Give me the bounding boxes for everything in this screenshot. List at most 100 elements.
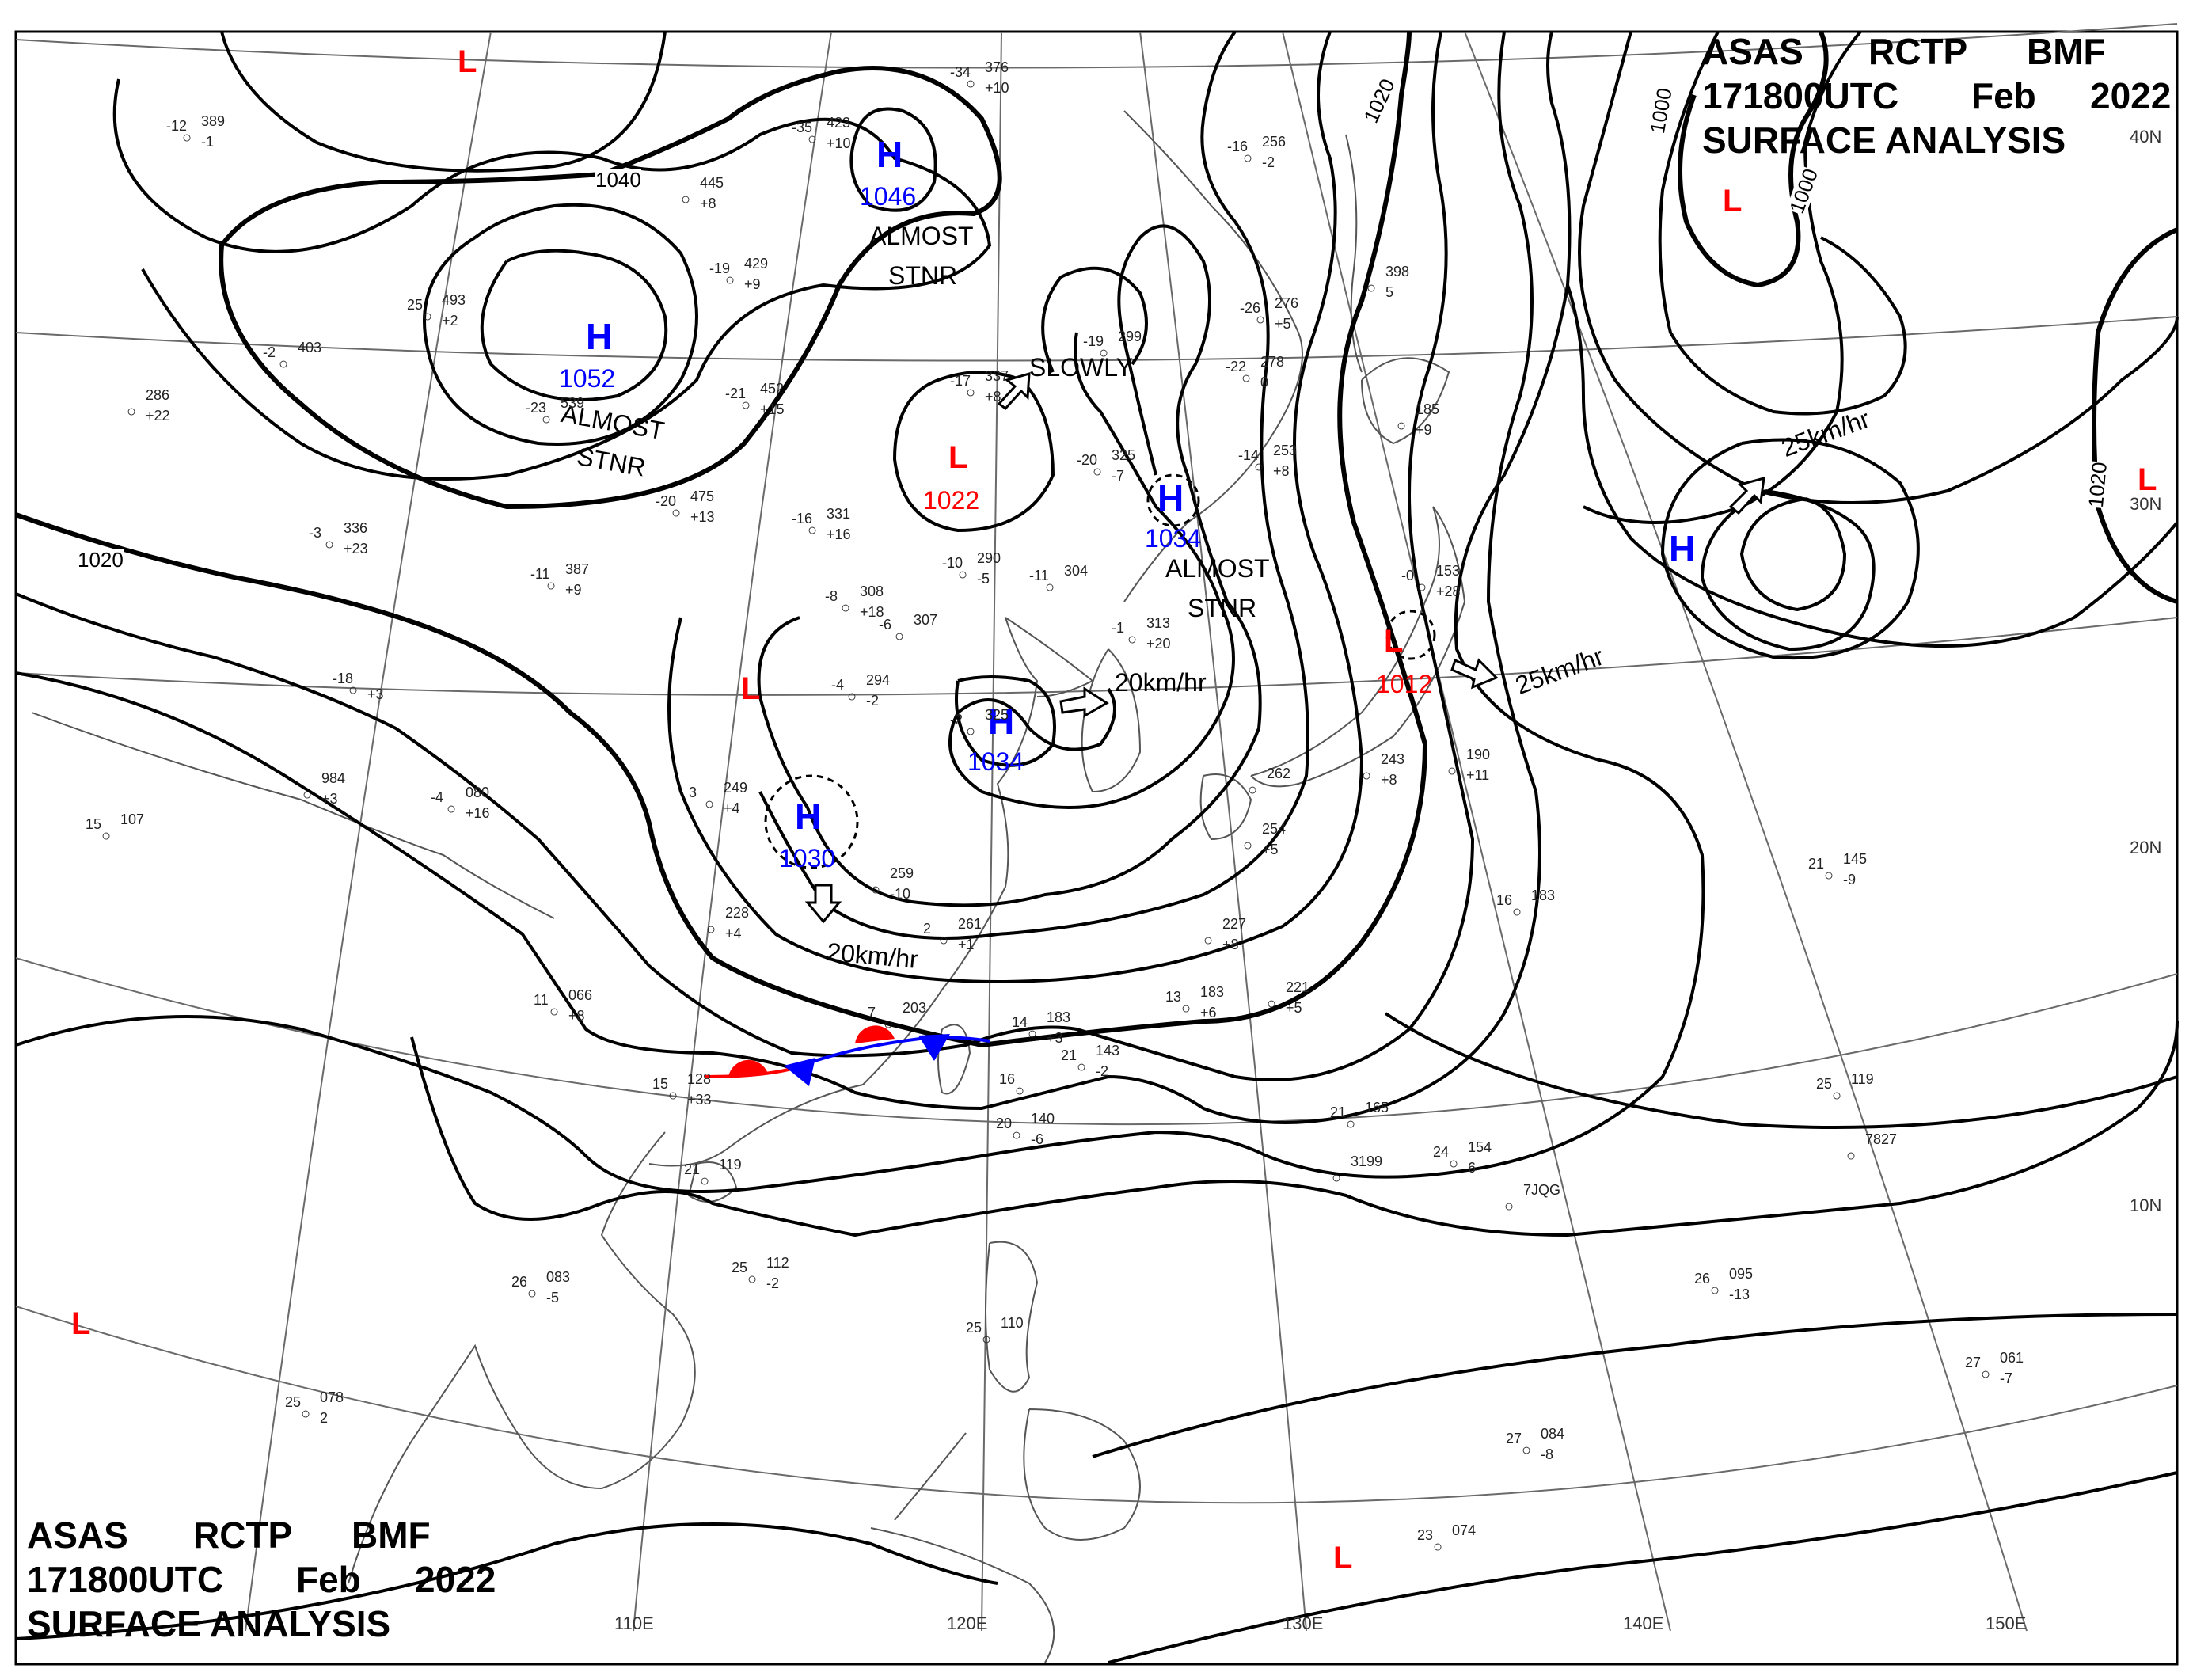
station-pressure: 337 [985, 368, 1009, 384]
station-pressure: 331 [827, 506, 851, 522]
isobar [1658, 31, 1907, 416]
station-circle-icon: ○ [671, 504, 682, 522]
station-pressure: 078 [320, 1389, 344, 1405]
station-circle-icon: ○ [1449, 1155, 1459, 1173]
station-tendency: +5 [1286, 1000, 1302, 1016]
station-circle-icon: ○ [1332, 1169, 1342, 1187]
high-pressure-symbol: H [988, 701, 1015, 742]
station-circle-icon: ○ [1243, 837, 1253, 854]
isobar [667, 31, 1364, 984]
station-tendency: -2 [866, 693, 880, 709]
cold-front-symbol [918, 1034, 950, 1061]
station-temperature: -6 [879, 617, 892, 633]
station-temperature: -16 [1227, 139, 1249, 154]
station-temperature: 21 [1808, 856, 1825, 872]
header-time: 171800UTC [1702, 75, 1899, 116]
station-circle-icon: ○ [700, 1173, 710, 1190]
station-temperature: 25 [1816, 1076, 1833, 1092]
station-tendency: +4 [725, 926, 742, 941]
station-circle-icon: ○ [939, 932, 949, 949]
station-temperature: 25 [285, 1394, 302, 1410]
parallel-40n [15, 23, 2178, 69]
isobar [15, 31, 1705, 1193]
taiwan [937, 1024, 971, 1095]
station-pressure: 249 [724, 780, 748, 796]
movement-annotation: ALMOST [1165, 554, 1270, 583]
low-pressure-symbol: L [741, 671, 761, 706]
isobar [1092, 1313, 2178, 1458]
station-temperature: 27 [1965, 1355, 1982, 1370]
station-tendency: +8 [700, 196, 716, 211]
pressure-value: 1046 [860, 182, 917, 211]
station-circle-icon: ○ [871, 881, 881, 899]
header-line-1: ASAS RCTP BMF [1702, 33, 2171, 78]
pressure-value: 1030 [779, 844, 836, 872]
station-circle-icon: ○ [1397, 417, 1407, 435]
header-code: BMF [2027, 31, 2106, 72]
station-pressure: 203 [903, 1000, 927, 1016]
station-tendency: 5 [1385, 284, 1394, 300]
station-pressure: 228 [725, 905, 750, 921]
station-pressure: 423 [827, 115, 851, 131]
dashed-ring [1146, 473, 1200, 527]
station-pressure: 276 [1275, 295, 1299, 311]
station-temperature: 13 [1165, 989, 1182, 1005]
station-circle-icon: ○ [325, 536, 335, 553]
latitude-label: 20N [2130, 838, 2162, 857]
station-pressure: 095 [1729, 1266, 1754, 1282]
station-tendency: +3 [1047, 1030, 1063, 1046]
front-line-cold [791, 1035, 990, 1070]
latitude-label: 10N [2130, 1195, 2162, 1215]
station-temperature: 26 [511, 1274, 528, 1290]
movement-annotation: STNR [1188, 594, 1257, 622]
station-circle-icon: ○ [741, 397, 751, 414]
station-tendency: -2 [1262, 154, 1275, 170]
station-pressure: 475 [690, 488, 715, 504]
isobar [1660, 438, 1920, 660]
station-pressure: 183 [1200, 984, 1225, 1000]
station-temperature: 11 [534, 992, 549, 1008]
station-temperature: -35 [792, 120, 813, 135]
station-circle-icon: ○ [1832, 1087, 1842, 1104]
station-tendency: +28 [1436, 583, 1461, 599]
philippines-south [1023, 1408, 1141, 1541]
station-pressure: 493 [442, 292, 466, 308]
palawan [894, 1432, 967, 1521]
station-circle-icon: ○ [1093, 463, 1103, 481]
station-circle-icon: ○ [681, 191, 691, 208]
station-tendency: +5 [1262, 842, 1279, 857]
isobar-label: 1020 [78, 548, 124, 572]
station-temperature: -2 [950, 712, 963, 728]
japan-honshu [1250, 506, 1466, 788]
pressure-value: 1012 [1376, 670, 1433, 698]
isobar [1384, 1012, 2178, 1129]
station-pressure: 398 [1385, 264, 1410, 279]
station-temperature: 25 [732, 1260, 748, 1275]
isobar [112, 78, 992, 481]
station-temperature: 15 [86, 816, 102, 832]
station-tendency: +10 [985, 80, 1009, 96]
station-circle-icon: ○ [348, 682, 359, 699]
header-title: SURFACE ANALYSIS [27, 1603, 391, 1644]
header-station: RCTP [1868, 31, 1968, 72]
station-circle-icon: ○ [982, 1331, 992, 1348]
station-tendency: +15 [760, 401, 785, 417]
station-pressure: 299 [1118, 329, 1142, 344]
station-circle-icon: ○ [101, 827, 112, 845]
station-pressure: 387 [565, 561, 590, 577]
station-temperature: 2 [923, 921, 932, 937]
station-temperature: -20 [656, 493, 677, 509]
low-pressure-symbol: L [1723, 184, 1743, 219]
isobar [1108, 1471, 2178, 1664]
station-pressure: 452 [760, 381, 785, 397]
dashed-ring [764, 774, 859, 869]
station-temperature: -34 [950, 64, 971, 80]
station-tendency: +4 [724, 800, 740, 816]
station-tendency: 2 [320, 1410, 329, 1426]
station-circle-icon: ○ [1346, 1116, 1356, 1133]
station-pressure: 185 [1416, 401, 1440, 417]
station-temperature: 3 [689, 785, 697, 800]
station-pressure: 254 [1262, 821, 1287, 837]
movement-arrow [804, 884, 842, 924]
station-circle-icon: ○ [1362, 767, 1372, 785]
